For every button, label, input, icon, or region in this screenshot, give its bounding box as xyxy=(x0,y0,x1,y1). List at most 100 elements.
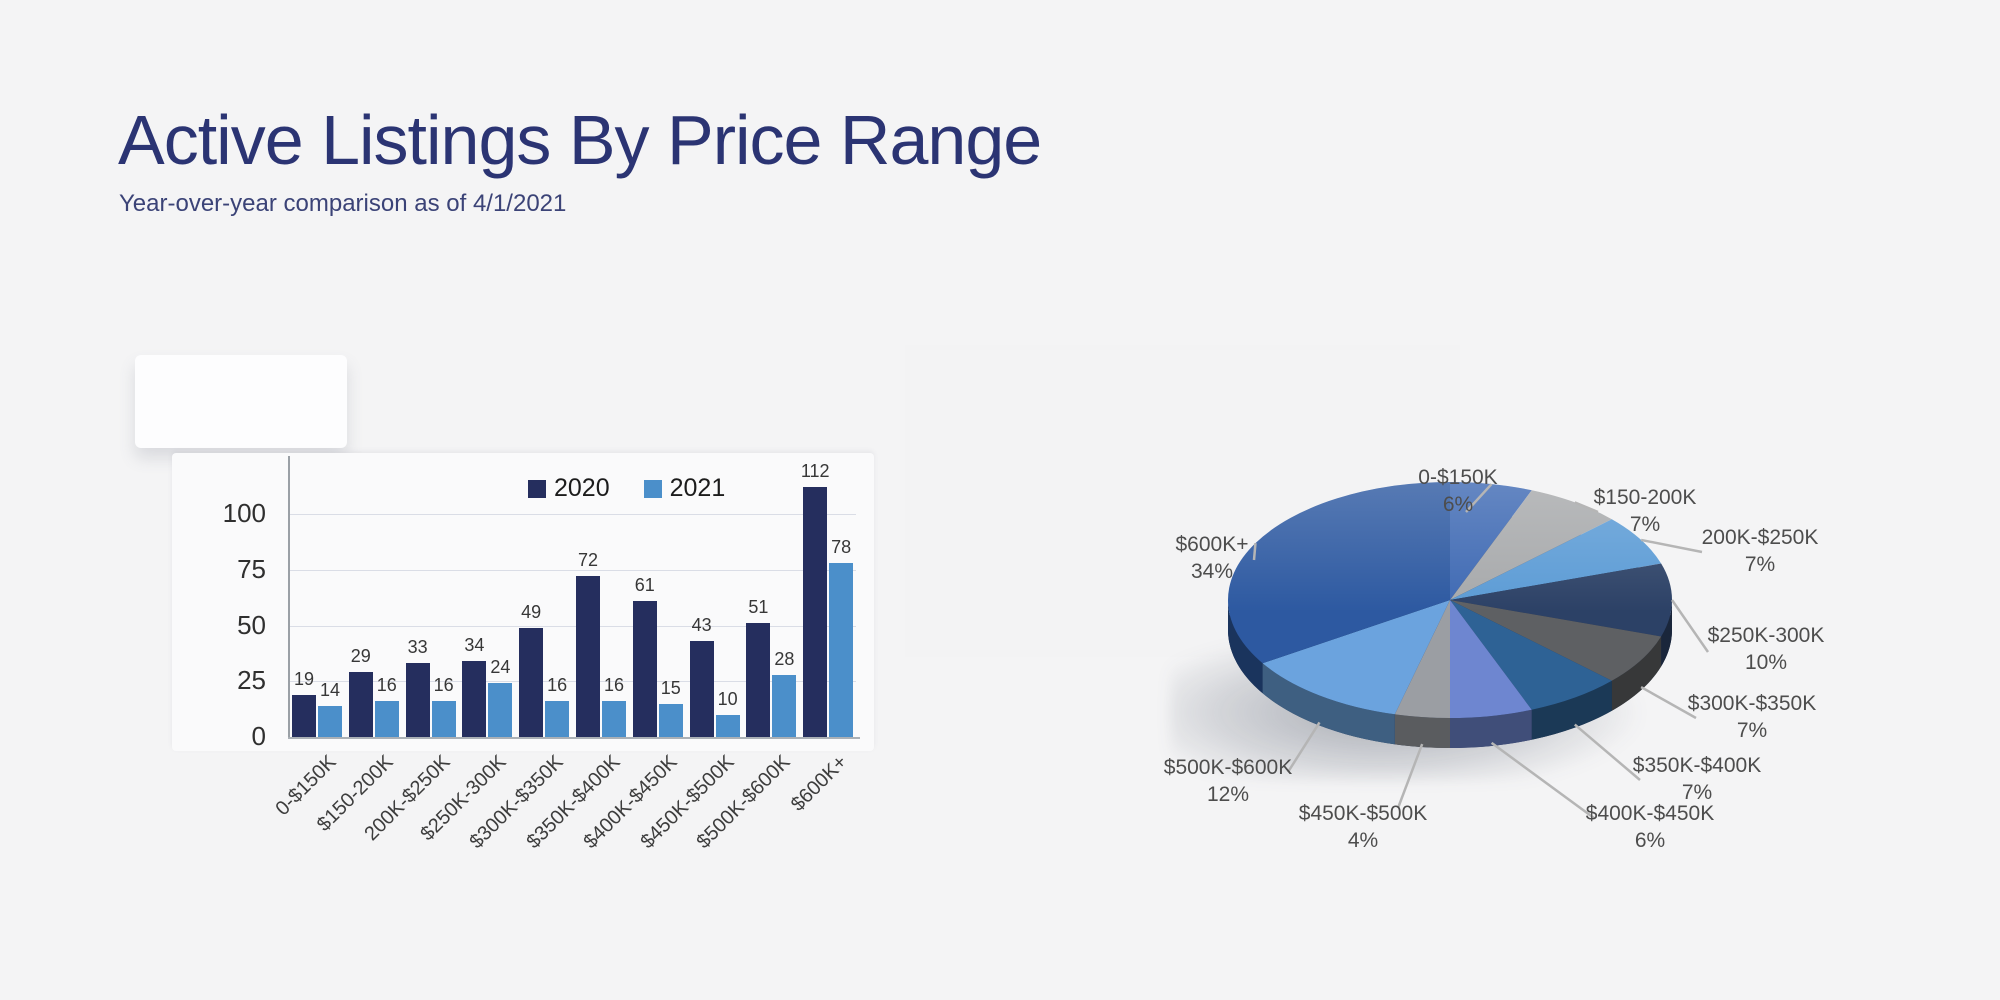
pie-slice-pct: 7% xyxy=(1681,781,1713,804)
legend-swatch-2020-icon xyxy=(528,479,546,498)
pie-label-leader-line xyxy=(1640,685,1697,720)
bar-2020 xyxy=(746,623,771,737)
bar-2020 xyxy=(348,672,373,737)
pie-label-leader-line xyxy=(1252,543,1257,561)
pie-slice-side xyxy=(1611,636,1662,711)
bar-2021 xyxy=(431,701,456,737)
gridline xyxy=(288,681,856,683)
pie-label-leader-line xyxy=(1670,599,1710,653)
bar-2020 xyxy=(405,663,430,737)
pie-slice-side xyxy=(1450,709,1532,748)
pie-slice-label-text: 0-$150K xyxy=(1418,466,1498,489)
y-axis-tick-label: 25 xyxy=(237,665,266,696)
pie-label-leader-line xyxy=(1465,483,1493,513)
bar-value-label: 49 xyxy=(521,601,542,622)
pie-label-leader-line xyxy=(1396,743,1424,809)
bar-value-label: 16 xyxy=(603,675,625,696)
x-axis-line xyxy=(288,737,860,739)
bar-value-label: 72 xyxy=(577,550,599,571)
bar-value-label: 51 xyxy=(748,597,769,618)
pie-slice-label: 0-$150K 6% xyxy=(1373,464,1543,518)
pie-slice-label-text: $600K+ xyxy=(1175,533,1249,556)
pie-slice-pct: 10% xyxy=(1744,651,1788,674)
pie-slice-label: $350K-$400K 7% xyxy=(1612,752,1782,806)
bar-value-label: 43 xyxy=(691,615,712,636)
bar-2020 xyxy=(803,487,828,737)
bar-value-label: 16 xyxy=(433,675,454,696)
bar-value-label: 16 xyxy=(376,675,397,696)
y-axis-tick-label: 75 xyxy=(237,553,266,584)
pie-label-leader-line xyxy=(1490,741,1595,820)
bar-2021 xyxy=(772,674,797,737)
bar-2021 xyxy=(602,701,626,737)
pie-slice-label: $150-200K 7% xyxy=(1560,484,1730,538)
pie-slice-label-text: $450K-$500K xyxy=(1298,802,1428,825)
bar-chart-legend: 2020 2021 xyxy=(528,474,759,503)
pie-slice-pct: 4% xyxy=(1347,829,1379,852)
pie-slice-label-text: $500K-$600K xyxy=(1163,756,1293,779)
legend-swatch-2021-icon xyxy=(643,479,662,498)
pie-slice-label: 200K-$250K 7% xyxy=(1675,524,1845,578)
bar-2020 xyxy=(519,627,544,737)
pie-slice-pct: 34% xyxy=(1190,560,1234,583)
pie-slice-pct: 7% xyxy=(1744,553,1776,576)
pie-slice-label-text: 200K-$250K xyxy=(1701,526,1819,549)
bar-value-label: 61 xyxy=(634,574,655,595)
bar-value-label: 78 xyxy=(831,537,852,558)
bar-value-label: 33 xyxy=(407,637,428,658)
pie-slice-label-text: $150-200K xyxy=(1593,486,1697,509)
y-axis-tick-label: 0 xyxy=(251,721,266,751)
pie-slice-label: $250K-300K 10% xyxy=(1681,622,1851,676)
legend-item-2021: 2021 xyxy=(643,474,726,503)
bar-2020 xyxy=(292,694,316,737)
bar-value-label: 29 xyxy=(350,646,371,667)
bar-2020 xyxy=(576,576,600,737)
pie-slice-label-text: $400K-$450K xyxy=(1585,802,1715,825)
legend-label-2020: 2020 xyxy=(554,474,610,502)
pie-slice-label: $400K-$450K 6% xyxy=(1565,800,1735,854)
legend-label-2021: 2021 xyxy=(669,474,726,502)
pie-slice-pct: 7% xyxy=(1736,719,1768,742)
pie-slice-label: $300K-$350K 7% xyxy=(1667,690,1837,744)
pie-slice-label: $600K+ 34% xyxy=(1127,531,1297,585)
bar-2021 xyxy=(545,701,570,737)
bar-2021 xyxy=(658,703,683,737)
bar-value-label: 16 xyxy=(547,675,568,696)
y-axis-line xyxy=(288,456,290,737)
pie-label-leader-line xyxy=(1574,501,1599,514)
pie-slice-pct: 6% xyxy=(1442,493,1474,516)
bar-value-label: 28 xyxy=(774,648,795,669)
gridline xyxy=(288,569,856,571)
bar-2020 xyxy=(689,641,714,737)
pie-slice-pct: 12% xyxy=(1206,783,1250,806)
pie-slice-label: $450K-$500K 4% xyxy=(1278,800,1448,854)
y-axis-tick-label: 100 xyxy=(222,498,266,528)
bar-value-label: 112 xyxy=(800,461,830,482)
page-title: Active Listings By Price Range xyxy=(118,101,1042,179)
pie-slice-side xyxy=(1661,600,1672,667)
bar-value-label: 34 xyxy=(464,635,485,656)
pie-slice-label-text: $250K-300K xyxy=(1707,624,1825,647)
bar-value-label: 24 xyxy=(490,657,511,678)
page-subtitle: Year-over-year comparison as of 4/1/2021 xyxy=(119,190,567,217)
bar-value-label: 10 xyxy=(717,688,738,709)
pie-label-leader-line xyxy=(1286,721,1321,773)
bar-2021 xyxy=(829,563,854,737)
pie-slice-side xyxy=(1394,714,1450,748)
bar-2020 xyxy=(462,661,487,737)
pie-slice-side xyxy=(1531,680,1612,740)
pie-label-leader-line xyxy=(1573,723,1641,781)
pie-slice-pct: 7% xyxy=(1629,513,1661,536)
pie-highlight xyxy=(1228,482,1672,718)
gridline xyxy=(288,514,856,515)
y-axis-tick-label: 50 xyxy=(237,609,266,640)
bar-value-label: 19 xyxy=(293,668,315,689)
bar-2021 xyxy=(318,705,342,737)
bar-value-label: 15 xyxy=(660,677,681,698)
bar-2021 xyxy=(374,701,399,737)
bar-2021 xyxy=(715,714,740,737)
pie-label-leader-line xyxy=(1640,538,1703,554)
background-card xyxy=(135,355,347,448)
